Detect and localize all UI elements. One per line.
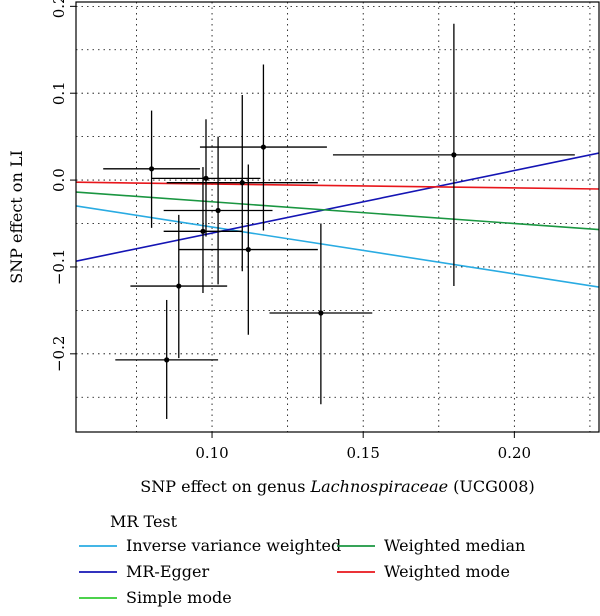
legend-item: Inverse variance weighted [79, 536, 341, 555]
plot-frame [75, 1, 600, 433]
data-point-group [130, 214, 228, 359]
data-point-group [166, 94, 318, 272]
regression-line [76, 191, 599, 231]
legend-label: Weighted median [384, 536, 525, 555]
data-point-group [103, 110, 200, 228]
y-tick-label: 0.2 [50, 0, 68, 18]
data-points [103, 23, 575, 419]
data-point [148, 166, 155, 172]
data-point [318, 310, 324, 316]
data-point-group [163, 167, 243, 294]
legend-label: Simple mode [126, 588, 232, 607]
data-point [245, 246, 251, 253]
data-point-group [178, 164, 318, 335]
data-point [176, 283, 182, 289]
data-point [203, 175, 209, 181]
regression-lines [76, 152, 599, 288]
data-point-group [332, 23, 575, 287]
regression-line [76, 205, 599, 288]
regression-line [76, 152, 599, 262]
data-point-group [269, 223, 373, 405]
x-axis-title: SNP effect on genus Lachnospiraceae (UCG… [140, 477, 534, 496]
legend-item: Simple mode [79, 588, 232, 607]
legend-label: Inverse variance weighted [126, 536, 341, 555]
x-axis: 0.10 0.15 0.20 [195, 432, 531, 462]
data-point [200, 228, 206, 234]
legend-label: MR-Egger [126, 562, 209, 581]
legend-item: Weighted mode [337, 562, 510, 581]
data-point [260, 144, 267, 150]
data-point-group [199, 64, 327, 231]
y-axis-title: SNP effect on LI [7, 150, 26, 284]
y-tick-label: −0.1 [50, 249, 68, 285]
data-point-group [115, 299, 219, 419]
x-tick-label: 0.15 [346, 444, 379, 462]
regression-line [76, 181, 599, 190]
data-point [164, 357, 170, 363]
data-point-group [151, 119, 261, 237]
data-point [215, 207, 221, 214]
y-tick-label: 0.1 [50, 81, 68, 105]
y-axis: −0.2 −0.1 0.0 0.1 0.2 [50, 0, 76, 372]
legend: MR Test Inverse variance weighted MR-Egge… [79, 512, 525, 607]
legend-item: MR-Egger [79, 562, 209, 581]
data-point-group [163, 136, 273, 285]
legend-title: MR Test [110, 512, 178, 531]
x-tick-label: 0.20 [498, 444, 531, 462]
data-point [239, 180, 245, 186]
x-tick-label: 0.10 [195, 444, 228, 462]
data-point [451, 152, 457, 158]
legend-item: Weighted median [337, 536, 525, 555]
legend-label: Weighted mode [384, 562, 510, 581]
grid-lines [76, 2, 599, 432]
y-tick-label: −0.2 [50, 336, 68, 372]
y-tick-label: 0.0 [50, 168, 68, 192]
